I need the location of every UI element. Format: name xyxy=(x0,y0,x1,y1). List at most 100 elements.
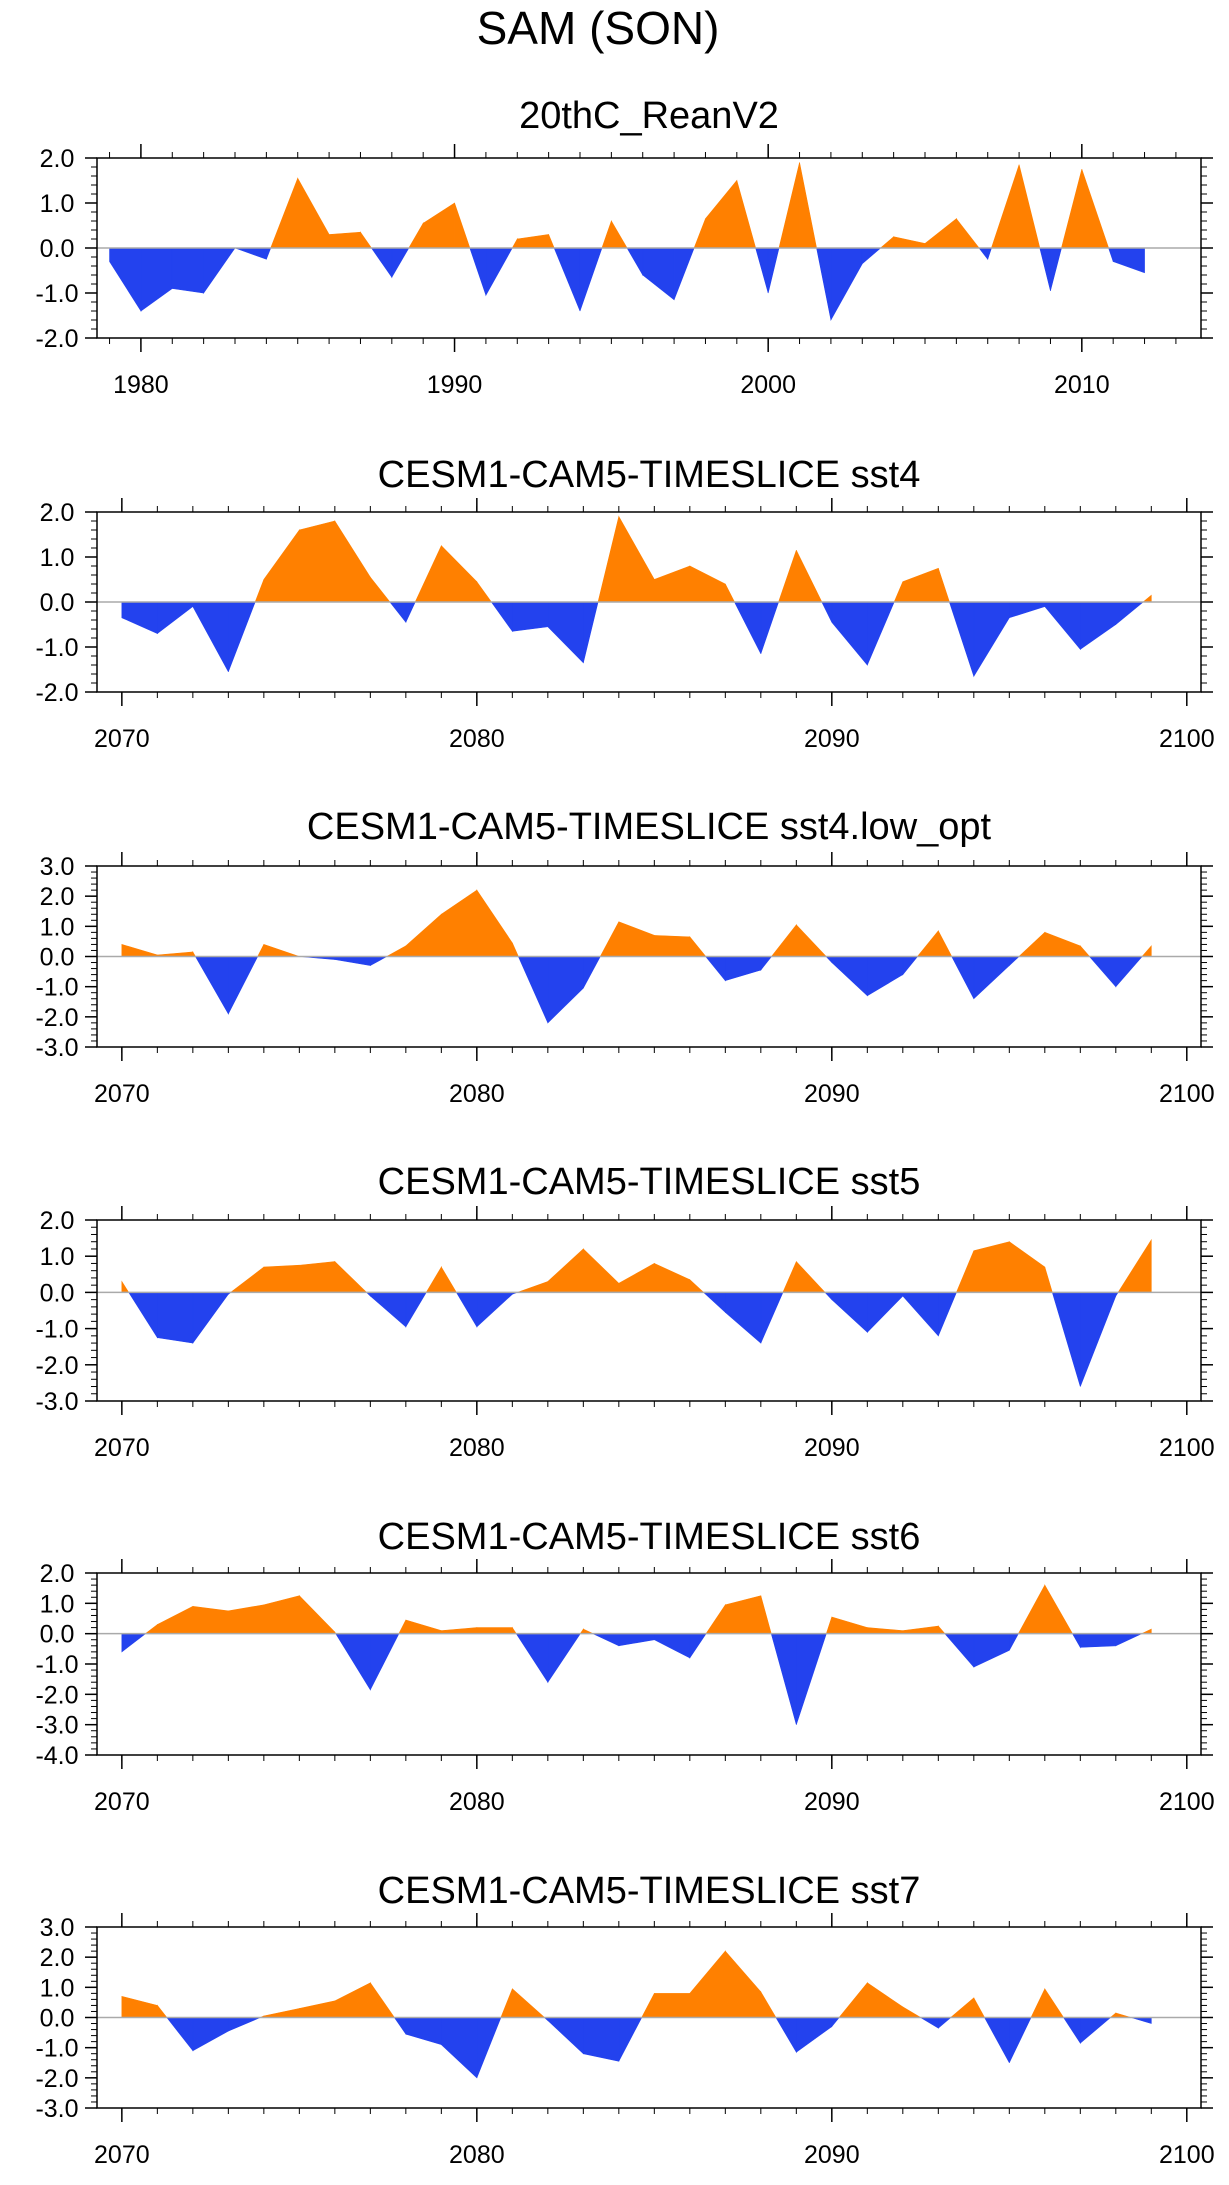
negative-anomaly-area xyxy=(485,247,513,297)
positive-anomaly-area xyxy=(263,2008,300,2018)
negative-anomaly-area xyxy=(109,247,142,313)
positive-anomaly-area xyxy=(955,1250,975,1293)
x-tick-label: 2080 xyxy=(449,1080,505,1108)
y-tick-label: -1.0 xyxy=(35,280,78,308)
positive-anomaly-area xyxy=(583,1248,620,1293)
negative-anomaly-area xyxy=(455,1292,478,1328)
negative-anomaly-area xyxy=(370,1292,407,1328)
positive-anomaly-area xyxy=(831,1616,868,1634)
positive-anomaly-area xyxy=(229,1266,265,1293)
positive-anomaly-area xyxy=(228,1604,265,1634)
negative-anomaly-area xyxy=(1130,2017,1152,2024)
negative-anomaly-area xyxy=(515,1633,549,1684)
positive-anomaly-area xyxy=(949,1997,975,2018)
negative-anomaly-area xyxy=(775,2017,797,2054)
negative-anomaly-area xyxy=(702,1292,726,1313)
negative-anomaly-area xyxy=(755,247,769,294)
y-tick-label: -1.0 xyxy=(35,974,78,1002)
positive-anomaly-area xyxy=(725,1595,762,1634)
negative-anomaly-area xyxy=(1080,2017,1112,2044)
positive-anomaly-area xyxy=(601,220,612,249)
negative-anomaly-area xyxy=(831,601,868,666)
negative-anomaly-area xyxy=(1071,1633,1081,1649)
positive-anomaly-area xyxy=(121,1280,130,1293)
positive-anomaly-area xyxy=(500,1988,513,2018)
y-tick-label: 2.0 xyxy=(40,1944,75,1972)
x-tick-label: 2070 xyxy=(94,1788,150,1816)
negative-anomaly-area xyxy=(760,1292,784,1344)
panel-title: CESM1-CAM5-TIMESLICE sst4.low_opt xyxy=(307,806,992,848)
positive-anomaly-area xyxy=(893,581,904,603)
negative-anomaly-area xyxy=(405,601,416,623)
positive-anomaly-area xyxy=(299,1261,336,1293)
positive-anomaly-area xyxy=(973,1241,1010,1293)
positive-anomaly-area xyxy=(1081,169,1110,249)
positive-anomaly-area xyxy=(893,236,926,249)
negative-anomaly-area xyxy=(228,601,256,672)
negative-anomaly-area xyxy=(902,1292,939,1337)
negative-anomaly-area xyxy=(821,601,833,623)
positive-anomaly-area xyxy=(441,545,478,603)
positive-anomaly-area xyxy=(263,1595,300,1634)
x-tick-label: 2090 xyxy=(804,1080,860,1108)
y-tick-label: -1.0 xyxy=(35,1316,78,1344)
negative-anomaly-area xyxy=(441,2017,478,2079)
negative-anomaly-area xyxy=(553,247,581,312)
negative-anomaly-area xyxy=(831,2017,840,2028)
negative-anomaly-area xyxy=(973,1633,1010,1668)
y-tick-label: 2.0 xyxy=(40,499,75,527)
x-tick-label: 2070 xyxy=(94,725,150,753)
negative-anomaly-area xyxy=(583,956,601,989)
negative-anomaly-area xyxy=(825,956,833,964)
negative-anomaly-area xyxy=(1009,956,1020,967)
y-tick-label: -3.0 xyxy=(35,1034,78,1062)
negative-anomaly-area xyxy=(1009,2017,1032,2063)
positive-anomaly-area xyxy=(938,930,953,957)
negative-anomaly-area xyxy=(592,1633,620,1647)
negative-anomaly-area xyxy=(140,247,173,312)
x-tick-label: 1980 xyxy=(113,371,169,399)
x-tick-label: 2100 xyxy=(1159,1434,1215,1462)
positive-anomaly-area xyxy=(408,222,424,249)
y-tick-label: 0.0 xyxy=(40,1621,75,1649)
y-tick-label: 2.0 xyxy=(40,145,75,173)
positive-anomaly-area xyxy=(121,944,158,957)
y-tick-label: 1.0 xyxy=(40,1974,75,2002)
x-tick-label: 2090 xyxy=(804,725,860,753)
positive-anomaly-area xyxy=(689,1950,726,2018)
positive-anomaly-area xyxy=(414,545,442,603)
negative-anomaly-area xyxy=(192,2017,229,2052)
positive-anomaly-area xyxy=(654,565,691,603)
negative-anomaly-area xyxy=(1112,247,1145,274)
positive-anomaly-area xyxy=(924,218,957,249)
y-tick-label: 1.0 xyxy=(40,1243,75,1271)
negative-anomaly-area xyxy=(1009,601,1046,619)
negative-anomaly-area xyxy=(642,247,675,301)
positive-anomaly-area xyxy=(425,1265,442,1293)
panel-title: CESM1-CAM5-TIMESLICE sst7 xyxy=(378,1870,921,1912)
y-tick-label: -3.0 xyxy=(35,2095,78,2123)
positive-anomaly-area xyxy=(441,889,478,957)
negative-anomaly-area xyxy=(816,247,832,321)
positive-anomaly-area xyxy=(760,1990,777,2018)
negative-anomaly-area xyxy=(725,1292,762,1344)
positive-anomaly-area xyxy=(547,1248,584,1293)
y-tick-label: -2.0 xyxy=(35,1004,78,1032)
plot-frame xyxy=(96,1572,1202,1756)
positive-anomaly-area xyxy=(398,1619,407,1634)
x-tick-label: 2070 xyxy=(94,1434,150,1462)
positive-anomaly-area xyxy=(778,162,800,249)
negative-anomaly-area xyxy=(1115,1633,1142,1647)
panel-3: CESM1-CAM5-TIMESLICE sst4.low_opt 3.02.01… xyxy=(35,806,1214,1108)
negative-anomaly-area xyxy=(1108,247,1114,262)
negative-anomaly-area xyxy=(334,956,371,966)
positive-anomaly-area xyxy=(778,550,797,603)
y-tick-label: -3.0 xyxy=(35,1712,78,1740)
positive-anomaly-area xyxy=(938,568,950,603)
positive-anomaly-area xyxy=(1142,594,1152,603)
negative-anomaly-area xyxy=(1051,1292,1081,1387)
positive-anomaly-area xyxy=(299,2000,336,2018)
positive-anomaly-area xyxy=(512,1988,546,2018)
x-tick-label: 2100 xyxy=(1159,2141,1215,2169)
